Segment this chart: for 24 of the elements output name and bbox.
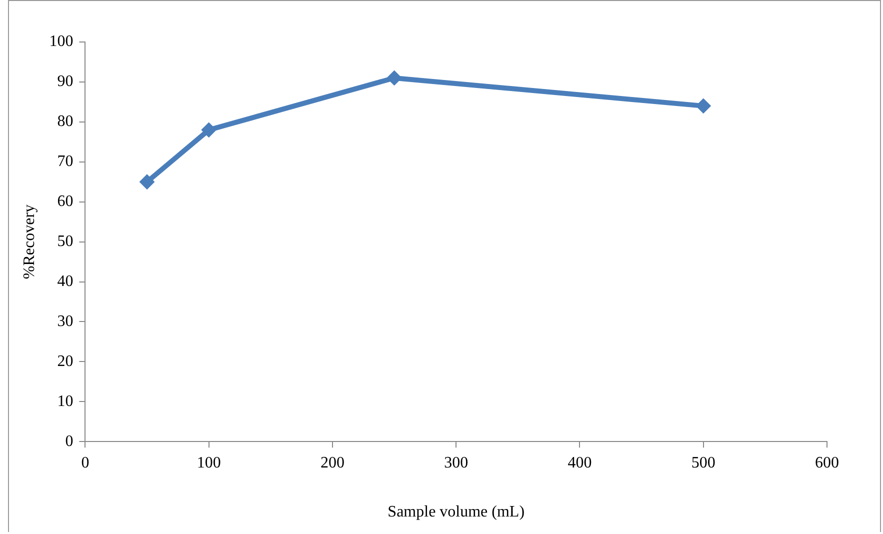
point — [386, 70, 402, 86]
y-tick-label: 70 — [57, 153, 74, 170]
point — [696, 98, 711, 114]
y-tick-label: 90 — [57, 73, 74, 90]
y-tick-label: 80 — [57, 113, 74, 130]
x-tick-label: 500 — [691, 454, 716, 472]
x-tick-label: 0 — [81, 454, 90, 472]
x-axis-title: Sample volume (mL) — [388, 504, 525, 521]
y-tick-label: 30 — [57, 312, 74, 330]
x-tick-label: 600 — [815, 454, 839, 472]
y-tick-label: 100 — [49, 33, 74, 50]
y-tick-label: 10 — [57, 392, 74, 410]
point — [201, 122, 216, 138]
y-tick-label: 50 — [57, 233, 74, 250]
x-tick-label: 400 — [568, 454, 592, 472]
y-tick-label: 20 — [57, 352, 74, 370]
x-tick-label: 200 — [320, 454, 344, 472]
y-tick-label: 60 — [57, 193, 74, 210]
x-tick-label: 300 — [444, 454, 468, 472]
y-tick-label: 0 — [65, 432, 74, 450]
y-tick-label: 40 — [57, 272, 74, 290]
y-axis-title: %Recovery — [20, 204, 38, 280]
point — [140, 174, 155, 190]
x-tick-label: 100 — [196, 454, 221, 472]
